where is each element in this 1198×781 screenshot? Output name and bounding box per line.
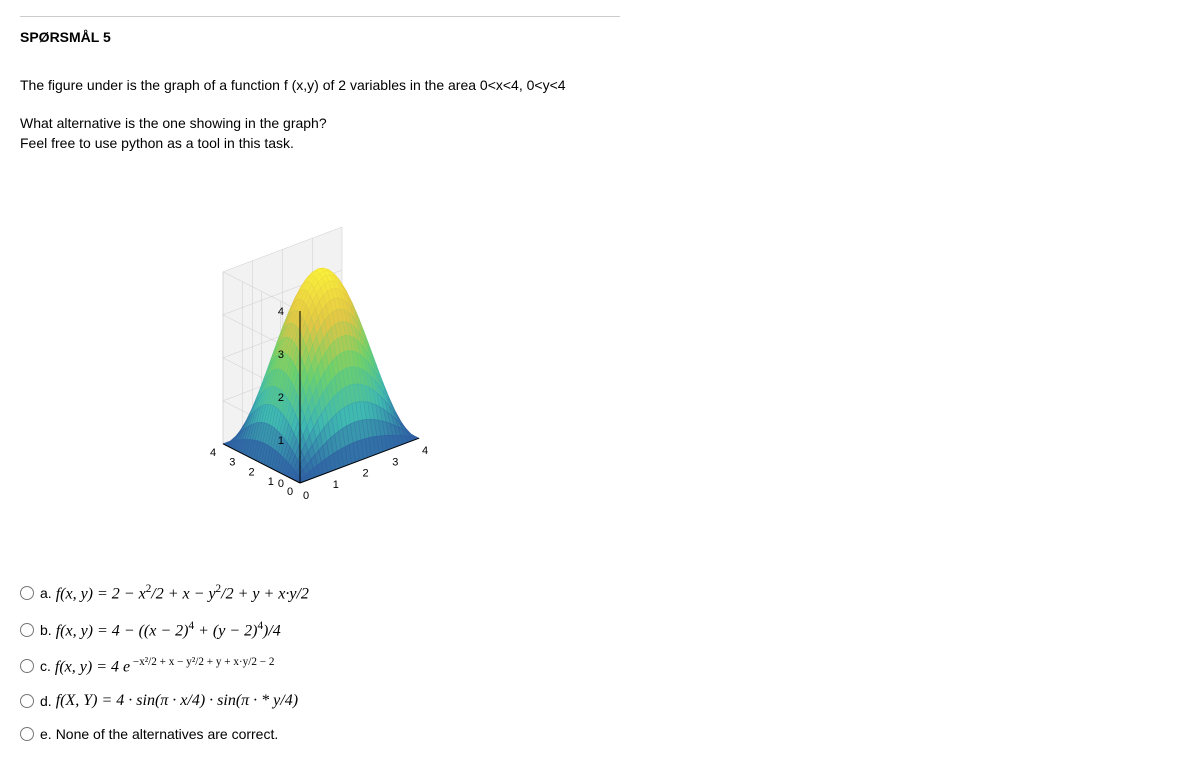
svg-text:1: 1 (278, 435, 284, 447)
option-d[interactable]: d. f(X, Y) = 4 · sin(π · x/4) · sin(π · … (20, 692, 1178, 710)
svg-text:2: 2 (248, 467, 254, 479)
radio-d[interactable] (20, 694, 34, 708)
option-d-letter: d. (40, 693, 52, 709)
radio-a[interactable] (20, 586, 34, 600)
svg-text:2: 2 (362, 468, 368, 480)
surface-plot: 012340123401234 (130, 173, 1178, 533)
radio-e[interactable] (20, 727, 34, 741)
svg-text:2: 2 (278, 392, 284, 404)
radio-b[interactable] (20, 623, 34, 637)
answer-options: a. f(x, y) = 2 − x2/2 + x − y2/2 + y + x… (20, 583, 1178, 742)
prompt-line-1: The figure under is the graph of a funct… (20, 75, 1178, 96)
option-d-math: f(X, Y) = 4 · sin(π · x/4) · sin(π · * y… (56, 692, 298, 710)
svg-text:1: 1 (333, 479, 339, 491)
top-divider (20, 16, 620, 17)
option-a-math: f(x, y) = 2 − x2/2 + x − y2/2 + y + x·y/… (56, 583, 309, 603)
prompt-line-2: What alternative is the one showing in t… (20, 114, 1178, 134)
svg-text:4: 4 (278, 306, 284, 318)
svg-text:0: 0 (278, 478, 284, 490)
option-b[interactable]: b. f(x, y) = 4 − ((x − 2)4 + (y − 2)4)/4 (20, 620, 1178, 640)
svg-text:0: 0 (303, 490, 309, 502)
svg-text:0: 0 (287, 486, 293, 498)
svg-text:4: 4 (210, 447, 216, 459)
option-c-letter: c. (40, 658, 51, 674)
svg-text:1: 1 (268, 476, 274, 488)
surface-plot-svg: 012340123401234 (130, 173, 530, 533)
option-a-letter: a. (40, 585, 52, 601)
option-a[interactable]: a. f(x, y) = 2 − x2/2 + x − y2/2 + y + x… (20, 583, 1178, 603)
radio-c[interactable] (20, 659, 34, 673)
question-label: SPØRSMÅL 5 (20, 29, 1178, 45)
option-c[interactable]: c. f(x, y) = 4 e −x²/2 + x − y²/2 + y + … (20, 656, 1178, 676)
svg-text:3: 3 (229, 457, 235, 469)
option-e[interactable]: e. None of the alternatives are correct. (20, 726, 1178, 742)
svg-text:3: 3 (278, 349, 284, 361)
svg-text:3: 3 (392, 457, 398, 469)
prompt-line-3: Feel free to use python as a tool in thi… (20, 134, 1178, 154)
option-e-letter: e. (40, 726, 52, 742)
svg-text:4: 4 (422, 445, 428, 457)
option-e-text: None of the alternatives are correct. (56, 726, 279, 742)
option-b-letter: b. (40, 622, 52, 638)
option-b-math: f(x, y) = 4 − ((x − 2)4 + (y − 2)4)/4 (56, 620, 281, 640)
option-c-math: f(x, y) = 4 e −x²/2 + x − y²/2 + y + x·y… (55, 656, 275, 676)
